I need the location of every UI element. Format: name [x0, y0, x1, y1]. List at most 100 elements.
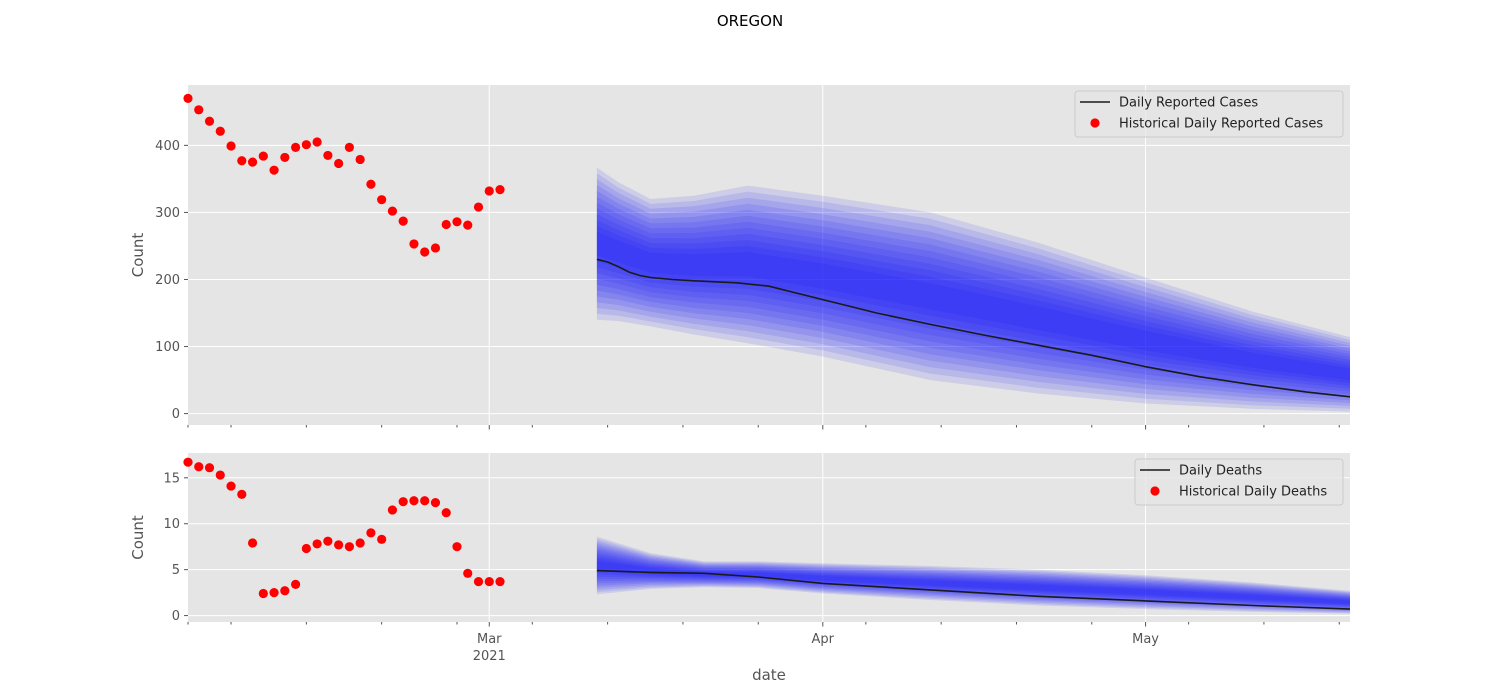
data-point	[312, 137, 322, 147]
data-point	[377, 195, 387, 205]
data-point	[452, 542, 462, 552]
band-layer	[596, 173, 1350, 409]
band-layer	[596, 179, 1350, 406]
legend-point-swatch	[1090, 118, 1100, 128]
band-layer	[596, 185, 1350, 403]
data-point	[452, 217, 462, 227]
data-point	[334, 158, 344, 169]
band-layer	[596, 190, 1350, 401]
x-tick-label: Mar	[477, 632, 502, 647]
data-point	[215, 126, 225, 136]
band-layer	[596, 549, 1350, 609]
x-axis-label: date	[752, 666, 786, 684]
data-point	[441, 508, 451, 518]
data-point	[204, 116, 215, 126]
band-layer	[596, 202, 1350, 395]
band-layer	[596, 220, 1350, 386]
legend-box	[1074, 90, 1344, 138]
data-point	[237, 489, 247, 499]
data-point	[290, 579, 301, 589]
data-point	[355, 154, 365, 165]
data-point	[484, 576, 494, 587]
data-point	[463, 568, 473, 578]
data-point	[247, 157, 258, 167]
band-layer	[596, 541, 1350, 612]
series-line	[596, 569, 1351, 610]
y-tick-label: 100	[155, 340, 180, 355]
data-point	[344, 542, 354, 552]
y-tick-label: 0	[172, 609, 180, 624]
y-tick-label: 300	[155, 206, 180, 221]
uncertainty-band	[596, 167, 1350, 412]
data-point	[204, 463, 215, 473]
data-point	[430, 497, 441, 508]
data-point	[301, 543, 311, 554]
data-point	[237, 156, 247, 166]
x-tick-label: May	[1132, 632, 1159, 647]
axes: 0 100 200 300 400 Count	[129, 139, 1340, 430]
legend: Daily Reported Cases Historical Daily Rep…	[1074, 90, 1344, 138]
data-point	[366, 179, 376, 189]
data-point	[473, 576, 484, 587]
data-point	[323, 150, 333, 161]
band-layer	[596, 196, 1350, 398]
data-point	[226, 141, 236, 151]
y-tick-label: 5	[172, 563, 180, 578]
band-layer	[596, 214, 1350, 389]
band-layer	[596, 558, 1350, 605]
cases-panel: 0 100 200 300 400 Count Daily Reported Cases Hi…	[129, 85, 1351, 430]
data-point	[183, 457, 193, 467]
data-point	[334, 540, 344, 550]
band-layer	[596, 545, 1350, 611]
data-point	[258, 151, 268, 161]
legend-label: Daily Reported Cases	[1119, 96, 1258, 111]
y-tick-label: 15	[163, 471, 180, 486]
data-point	[312, 539, 322, 549]
y-axis-label: Count	[129, 233, 147, 278]
figure-title: OREGON	[717, 12, 783, 30]
data-point	[398, 216, 408, 226]
y-tick-label: 200	[155, 273, 180, 288]
legend-label: Historical Daily Reported Cases	[1119, 117, 1323, 132]
band-layer	[596, 231, 1350, 381]
data-point	[366, 528, 376, 538]
axes: 0 5 10 15 Mar 2021 Apr May Count	[129, 471, 1340, 664]
grid	[188, 85, 1350, 425]
legend-label: Historical Daily Deaths	[1179, 485, 1327, 500]
data-point	[194, 105, 204, 115]
x-tick-label: Apr	[812, 632, 835, 647]
data-point	[484, 186, 494, 196]
data-point	[409, 496, 419, 506]
band-layer	[596, 556, 1350, 606]
data-point	[430, 243, 441, 253]
data-point	[495, 185, 505, 195]
series-line	[596, 258, 1351, 398]
band-layer	[596, 547, 1350, 610]
y-tick-label: 10	[163, 517, 180, 532]
uncertainty-band	[596, 536, 1350, 614]
data-point	[323, 536, 333, 546]
data-point	[377, 534, 387, 544]
legend: Daily Deaths Historical Daily Deaths	[1134, 458, 1344, 506]
data-point	[269, 588, 279, 598]
data-point	[441, 219, 451, 230]
data-point	[344, 142, 354, 152]
deaths-panel: 0 5 10 15 Mar 2021 Apr May Count Daily Deaths Hist…	[129, 453, 1351, 664]
data-point	[495, 576, 505, 587]
legend-point-swatch	[1150, 486, 1160, 496]
y-tick-label: 0	[172, 407, 180, 422]
band-layer	[596, 538, 1350, 613]
y-axis-label: Count	[129, 515, 147, 560]
x-tick-sublabel: 2021	[473, 649, 506, 664]
data-point	[194, 462, 204, 472]
data-point	[258, 588, 268, 599]
band-layer	[596, 552, 1350, 608]
data-point	[387, 505, 398, 515]
data-point	[215, 470, 225, 480]
legend-box	[1134, 458, 1344, 506]
data-point	[463, 220, 473, 230]
band-layer	[596, 208, 1350, 392]
data-point	[355, 538, 365, 548]
data-point	[409, 239, 419, 249]
